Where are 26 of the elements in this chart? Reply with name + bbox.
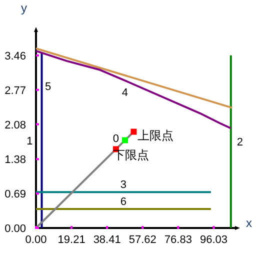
x-axis-title: x [246,216,252,230]
series-label: 2 [236,136,244,149]
point [122,137,128,144]
y-tick-label: 0.00 [4,223,26,235]
y-tick-label: 1.38 [4,154,26,166]
x-tick-label: 0.00 [25,234,47,246]
series-label: 1 [26,136,33,148]
series-label: 0 [112,133,120,146]
annotation: 5 [45,81,52,93]
y-tick-label: 3.46 [4,50,26,62]
x-tick-label: 19.21 [58,234,86,246]
x-tick-label: 76.83 [164,234,192,246]
y-tick-label: 2.77 [4,84,26,97]
series-label: 4 [122,86,128,99]
line-series [35,50,232,130]
x-tick-label: 38.41 [93,234,121,246]
series-label: 3 [120,179,127,192]
point [130,128,137,135]
y-tick-label: 0.69 [4,188,26,201]
y-tick-label: 2.08 [4,119,26,132]
series-label: 6 [120,196,127,208]
x-tick-label: 57.62 [128,234,156,246]
annotation: 上限点 [138,128,174,143]
y-axis-title: y [21,1,27,15]
x-tick-label: 96.03 [200,234,228,246]
annotation: 下限点 [112,148,149,162]
